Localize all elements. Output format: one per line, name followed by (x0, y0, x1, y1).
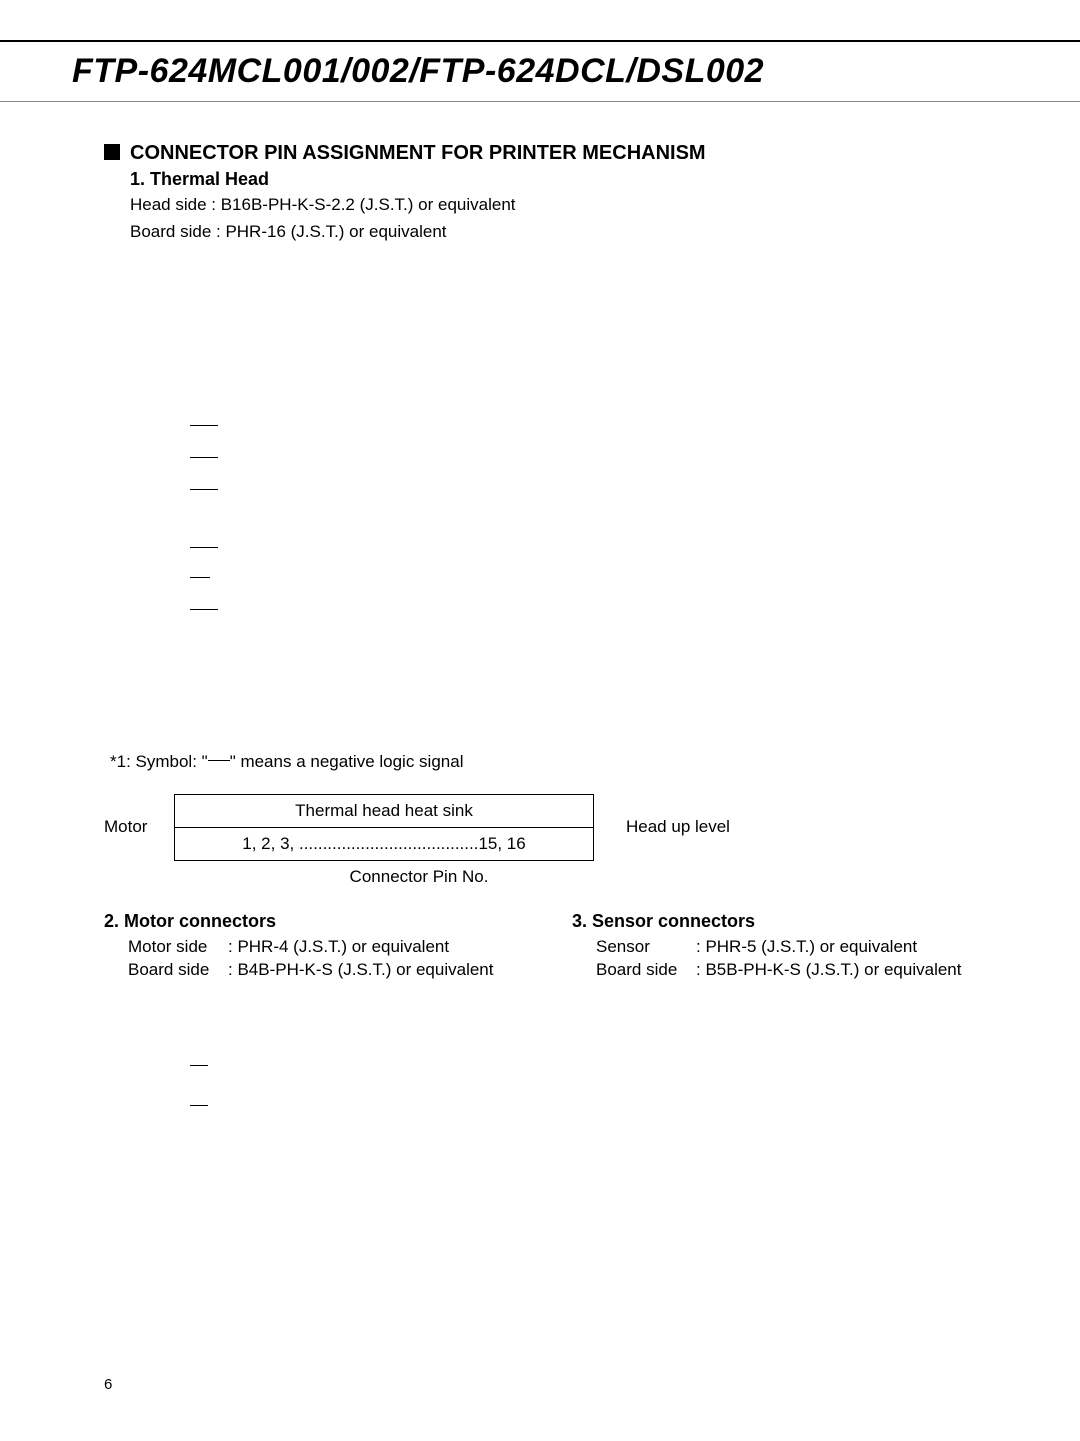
head-up-label: Head up level (626, 817, 730, 837)
diagram-bottom: 1, 2, 3, ...............................… (175, 828, 593, 860)
section-heading: CONNECTOR PIN ASSIGNMENT FOR PRINTER MEC… (104, 142, 1000, 165)
sub3-l1b: : PHR-5 (J.S.T.) or equivalent (696, 937, 917, 956)
footnote: *1: Symbol: " " means a negative logic si… (110, 752, 1000, 772)
sub3-l1a: Sensor (596, 936, 696, 959)
square-bullet-icon (104, 144, 120, 160)
diagram-top: Thermal head heat sink (175, 795, 593, 828)
overline-marks-2 (190, 1065, 208, 1107)
sub2-l1b: : PHR-4 (J.S.T.) or equivalent (228, 937, 449, 956)
sub2-title: 2. Motor connectors (104, 911, 532, 932)
overline-icon (190, 1065, 208, 1067)
sub1-line2: Board side : PHR-16 (J.S.T.) or equivale… (130, 221, 1000, 244)
title-block: FTP-624MCL001/002/FTP-624DCL/DSL002 (0, 42, 1080, 101)
sub2-l2a: Board side (128, 959, 228, 982)
col-sensor: 3. Sensor connectors Sensor: PHR-5 (J.S.… (572, 911, 1000, 982)
page-title: FTP-624MCL001/002/FTP-624DCL/DSL002 (72, 52, 1080, 91)
sub3-l2b: : B5B-PH-K-S (J.S.T.) or equivalent (696, 960, 961, 979)
section-heading-text: CONNECTOR PIN ASSIGNMENT FOR PRINTER MEC… (130, 142, 706, 164)
diagram-box: Thermal head heat sink 1, 2, 3, ........… (174, 794, 594, 861)
overline-symbol-icon (208, 760, 230, 764)
footnote-pre: *1: Symbol: " (110, 752, 208, 771)
sub2-body: Motor side: PHR-4 (J.S.T.) or equivalent… (128, 936, 532, 982)
diagram-caption: Connector Pin No. (174, 867, 664, 887)
overline-icon (190, 609, 218, 611)
sub3-line1: Sensor: PHR-5 (J.S.T.) or equivalent (596, 936, 1000, 959)
motor-label: Motor (104, 817, 174, 837)
page-number: 6 (104, 1376, 112, 1393)
sub3-body: Sensor: PHR-5 (J.S.T.) or equivalent Boa… (596, 936, 1000, 982)
sub2-line1: Motor side: PHR-4 (J.S.T.) or equivalent (128, 936, 532, 959)
overline-icon (190, 425, 218, 427)
content: CONNECTOR PIN ASSIGNMENT FOR PRINTER MEC… (0, 102, 1080, 982)
sub3-l2a: Board side (596, 959, 696, 982)
sub1-line1: Head side : B16B-PH-K-S-2.2 (J.S.T.) or … (130, 194, 1000, 217)
subsection-1-title: 1. Thermal Head (130, 169, 1000, 190)
overline-icon (190, 577, 210, 579)
sub2-line2: Board side: B4B-PH-K-S (J.S.T.) or equiv… (128, 959, 532, 982)
diagram-row: Motor Thermal head heat sink 1, 2, 3, ..… (104, 794, 1000, 861)
overline-icon (190, 1105, 208, 1107)
two-column-row: 2. Motor connectors Motor side: PHR-4 (J… (104, 911, 1000, 982)
overline-icon (190, 457, 218, 459)
overline-icon (190, 489, 218, 491)
footnote-post: " means a negative logic signal (230, 752, 464, 771)
sub2-l1a: Motor side (128, 936, 228, 959)
overline-icon (190, 547, 218, 549)
col-motor: 2. Motor connectors Motor side: PHR-4 (J… (104, 911, 532, 982)
sub3-line2: Board side: B5B-PH-K-S (J.S.T.) or equiv… (596, 959, 1000, 982)
table-placeholder-gap (104, 244, 1000, 744)
overline-marks-1 (190, 425, 218, 611)
sub3-title: 3. Sensor connectors (572, 911, 1000, 932)
sub2-l2b: : B4B-PH-K-S (J.S.T.) or equivalent (228, 960, 493, 979)
